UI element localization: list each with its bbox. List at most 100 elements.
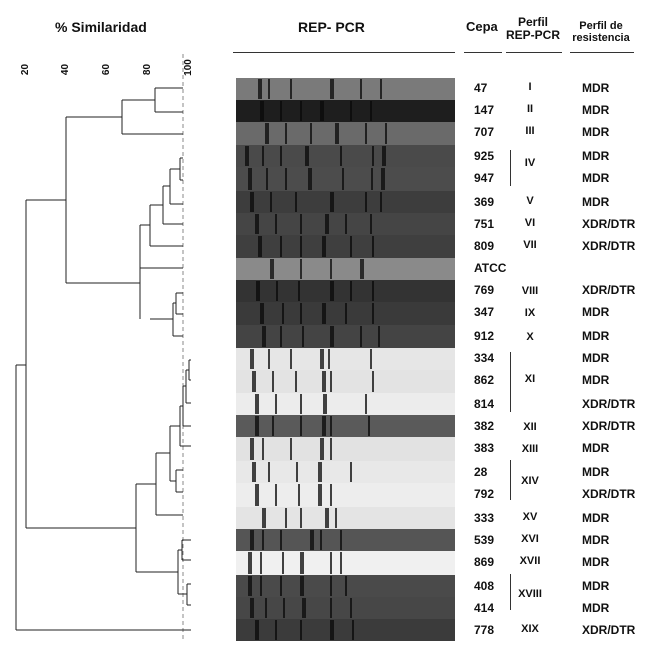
- gel-band: [370, 349, 372, 369]
- cepa-label: 792: [474, 487, 495, 501]
- cepa-label: 539: [474, 533, 495, 547]
- gel-band: [330, 371, 332, 392]
- resistance-label: MDR: [582, 171, 610, 185]
- gel-band: [323, 394, 327, 414]
- perfil-label: II: [526, 103, 534, 115]
- dendrogram: [15, 54, 191, 640]
- gel-band: [350, 462, 352, 482]
- gel-band: [255, 484, 259, 506]
- gel-band: [282, 303, 284, 324]
- resistance-label: MDR: [582, 555, 610, 569]
- gel-band: [322, 303, 326, 324]
- perfil-label: III: [525, 125, 535, 137]
- gel-band: [330, 598, 332, 618]
- gel-band: [268, 349, 270, 369]
- rep-pcr-title: REP- PCR: [298, 19, 365, 35]
- gel-band: [272, 371, 274, 392]
- cepa-label: 707: [474, 125, 495, 139]
- gel-band: [365, 394, 367, 414]
- gel-band: [296, 462, 298, 482]
- perfil-label: X: [526, 331, 534, 343]
- gel-band: [382, 146, 386, 166]
- resistencia-underline: [570, 52, 634, 53]
- gel-band: [372, 371, 374, 392]
- cepa-label: 947: [474, 171, 495, 185]
- gel-band: [298, 281, 300, 301]
- gel-band: [345, 576, 347, 596]
- gel-band: [381, 168, 385, 190]
- cepa-label: 147: [474, 103, 495, 117]
- perfil-label: XVI: [521, 533, 539, 545]
- cepa-label: 47: [474, 81, 488, 95]
- gel-band: [330, 576, 332, 596]
- perfil-label: XIX: [521, 623, 539, 635]
- gel-band: [330, 192, 334, 212]
- gel-lane: [236, 100, 455, 122]
- cepa-label: 369: [474, 195, 495, 209]
- gel-band: [340, 146, 342, 166]
- gel-band: [308, 168, 312, 190]
- cepa-label: 869: [474, 555, 495, 569]
- cepa-underline: [464, 52, 502, 53]
- resistance-label: MDR: [582, 329, 610, 343]
- gel-band: [258, 236, 262, 257]
- gel-band: [255, 620, 259, 640]
- gel-band: [300, 214, 302, 234]
- gel-band: [328, 349, 330, 369]
- bracket-xviii: [510, 574, 511, 610]
- resistance-label: MDR: [582, 81, 610, 95]
- gel-band: [352, 620, 354, 640]
- gel-band: [300, 236, 302, 257]
- gel-band: [280, 576, 282, 596]
- gel-band: [290, 438, 292, 460]
- gel-band: [350, 281, 352, 301]
- gel-band: [380, 192, 382, 212]
- cepa-label: 334: [474, 351, 495, 365]
- gel-band: [372, 281, 374, 301]
- perfil-label: XI: [524, 373, 536, 385]
- bracket-iv: [510, 150, 511, 186]
- gel-band: [300, 576, 304, 596]
- gel-band: [300, 552, 304, 574]
- gel-band: [260, 303, 264, 324]
- resistance-label: MDR: [582, 511, 610, 525]
- resistance-label: MDR: [582, 149, 610, 163]
- gel-band: [325, 214, 329, 234]
- gel-lanes: [236, 78, 455, 641]
- gel-band: [300, 394, 302, 414]
- cepa-label: 347: [474, 305, 495, 319]
- gel-band: [250, 438, 254, 460]
- cepa-label: 333: [474, 511, 495, 525]
- resistance-label: XDR/DTR: [582, 487, 636, 501]
- cepa-label: 778: [474, 623, 495, 637]
- gel-lane: [236, 551, 455, 575]
- gel-band: [360, 79, 362, 99]
- bracket-xi: [510, 352, 511, 412]
- gel-band: [340, 552, 342, 574]
- cepa-label: 28: [474, 465, 488, 479]
- resistance-label: MDR: [582, 351, 610, 365]
- gel-band: [300, 259, 302, 279]
- gel-band: [345, 214, 347, 234]
- gel-band: [372, 303, 374, 324]
- gel-band: [330, 484, 332, 506]
- gel-band: [262, 326, 266, 347]
- gel-band: [270, 192, 272, 212]
- cepa-label: 912: [474, 329, 495, 343]
- resistance-label: MDR: [582, 579, 610, 593]
- resistance-label: MDR: [582, 465, 610, 479]
- rep-pcr-underline: [233, 52, 455, 53]
- gel-lane: [236, 370, 455, 393]
- gel-band: [335, 123, 339, 144]
- gel-band: [305, 146, 309, 166]
- gel-band: [285, 508, 287, 528]
- cepa-label: 382: [474, 419, 495, 433]
- perfil-label: XVII: [519, 555, 541, 567]
- resistance-label: MDR: [582, 373, 610, 387]
- gel-lane: [236, 145, 455, 167]
- gel-lane: [236, 122, 455, 145]
- gel-lane: [236, 258, 455, 280]
- gel-band: [310, 530, 314, 550]
- gel-band: [275, 394, 277, 414]
- gel-band: [290, 79, 292, 99]
